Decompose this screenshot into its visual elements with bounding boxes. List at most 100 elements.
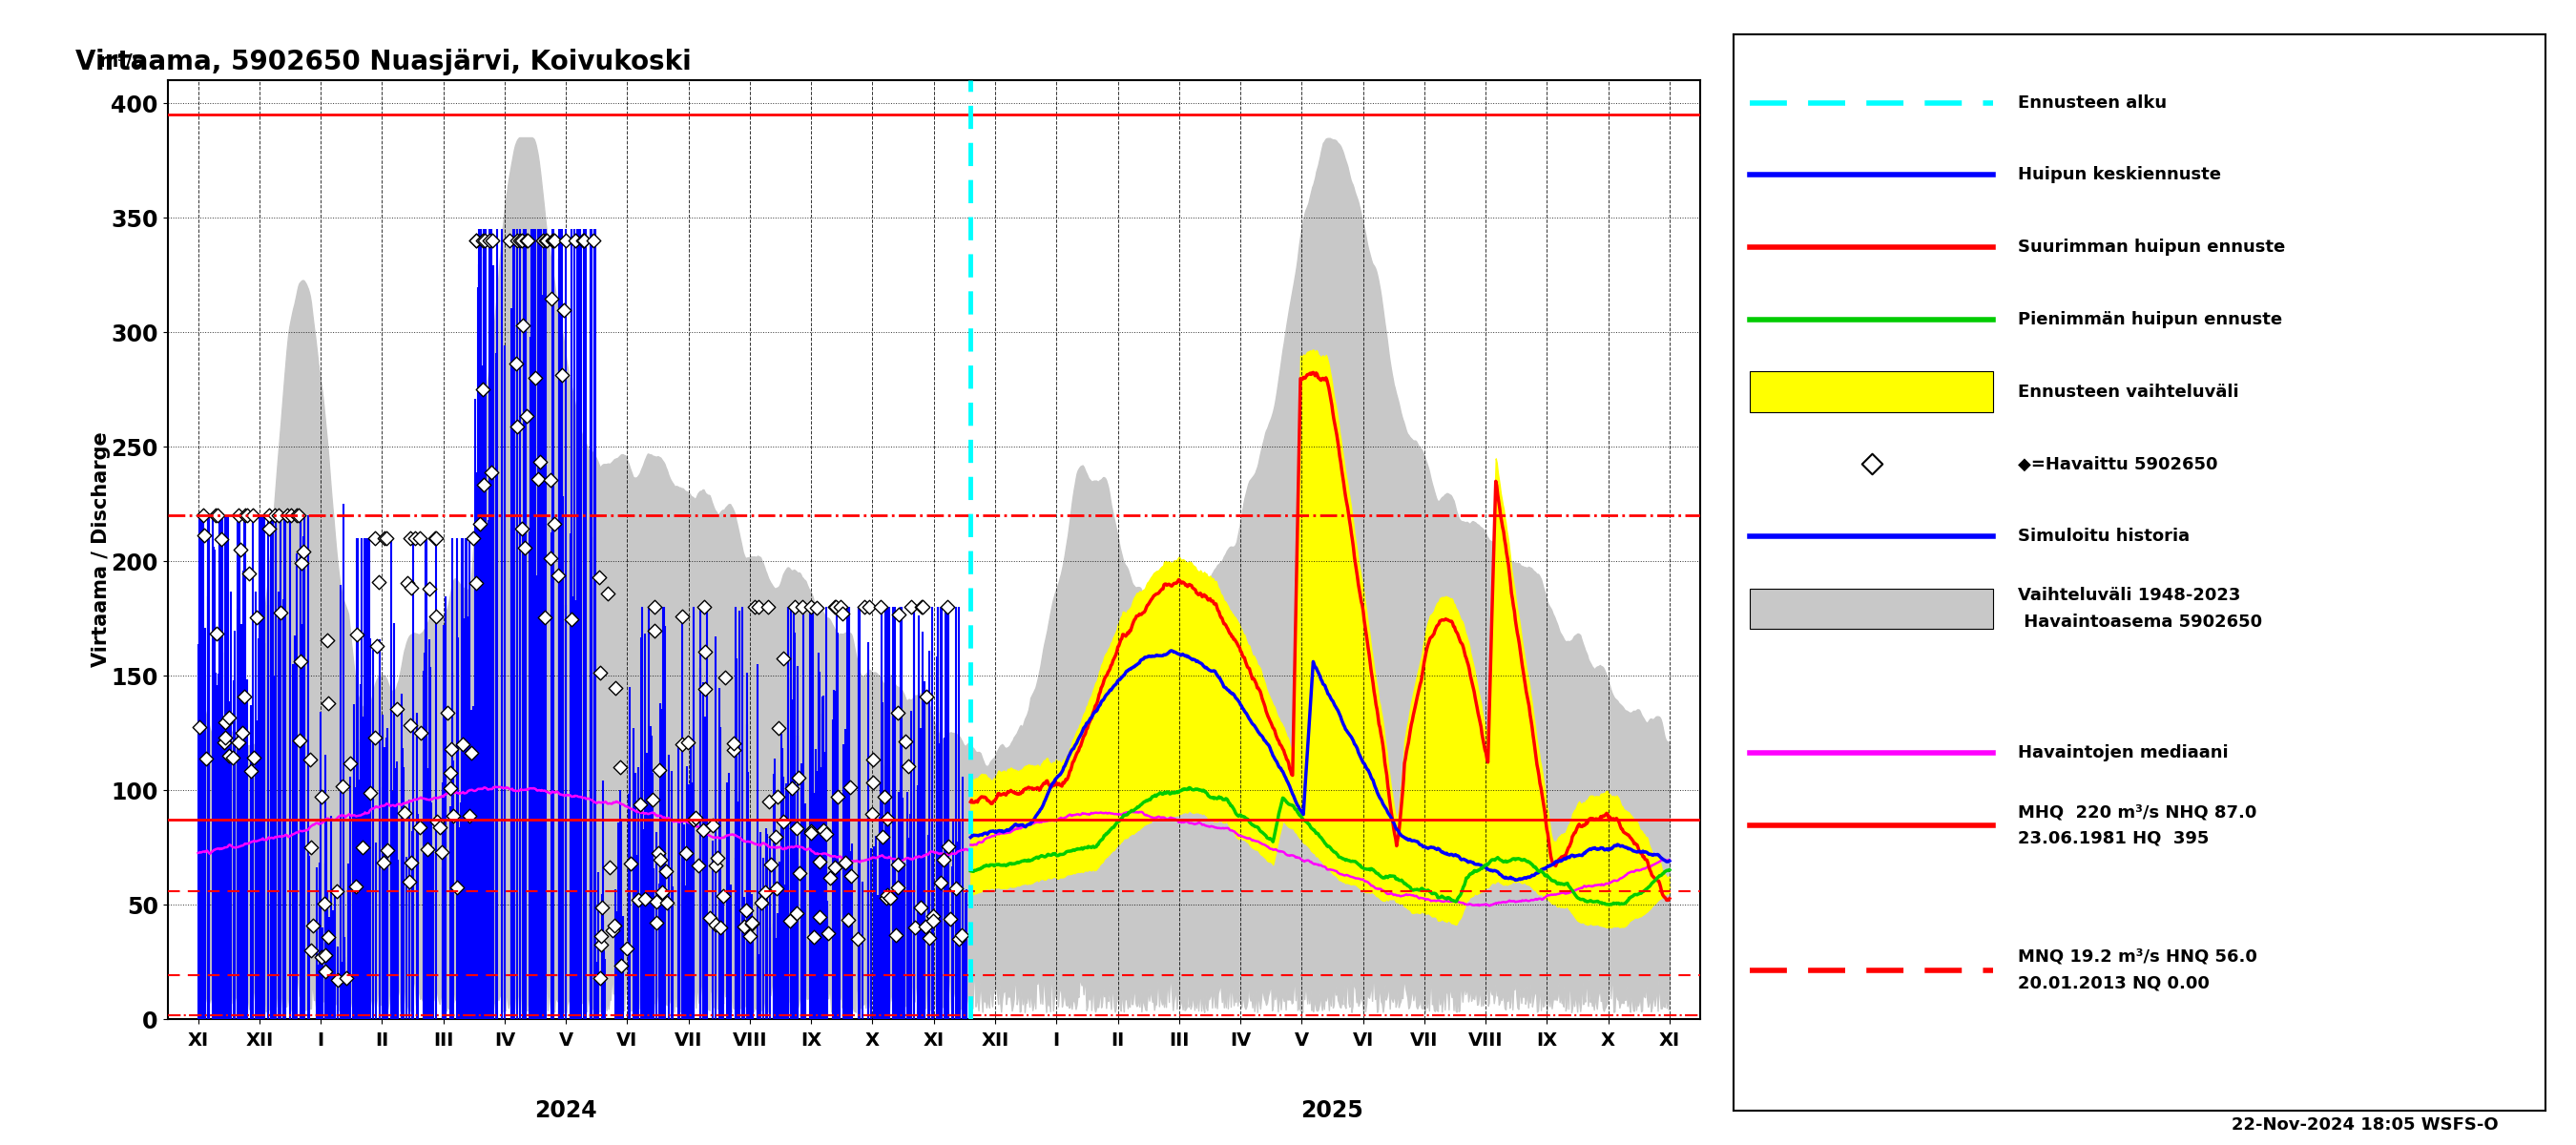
Point	[935, 879, 976, 898]
Point	[696, 916, 737, 934]
Point	[641, 884, 683, 902]
Point	[726, 901, 768, 919]
Point	[899, 899, 940, 917]
Point	[747, 598, 788, 616]
Point	[781, 598, 822, 616]
Point	[526, 608, 567, 626]
Point	[389, 529, 430, 547]
Point	[639, 760, 680, 779]
Point	[417, 812, 459, 830]
Text: Virtaama, 5902650 Nuasjärvi, Koivukoski: Virtaama, 5902650 Nuasjärvi, Koivukoski	[75, 48, 690, 76]
Point	[747, 792, 788, 811]
Point	[196, 506, 237, 524]
Point	[531, 231, 572, 250]
Text: 20.01.2013 NQ 0.00: 20.01.2013 NQ 0.00	[2017, 974, 2210, 992]
Point	[544, 301, 585, 319]
Point	[531, 472, 572, 490]
Point	[703, 887, 744, 906]
Point	[541, 365, 582, 384]
Point	[366, 529, 407, 547]
Point	[355, 637, 397, 655]
Point	[430, 740, 471, 758]
Point	[876, 704, 917, 722]
Point	[853, 773, 894, 791]
Point	[744, 883, 786, 901]
Point	[330, 755, 371, 773]
Point	[307, 927, 348, 946]
Text: 2025: 2025	[1301, 1099, 1363, 1122]
Point	[884, 733, 925, 751]
Point	[551, 610, 592, 629]
Point	[505, 231, 546, 250]
Point	[580, 970, 621, 988]
Y-axis label: Virtaama / Discharge: Virtaama / Discharge	[93, 432, 111, 668]
Point	[350, 784, 392, 803]
Point	[291, 941, 332, 960]
Point	[456, 574, 497, 592]
Point	[662, 735, 703, 753]
Point	[876, 855, 917, 874]
Point	[430, 780, 471, 798]
Point	[502, 231, 544, 250]
Point	[224, 506, 265, 524]
Point	[634, 598, 675, 616]
Point	[544, 231, 585, 250]
Point	[902, 598, 943, 616]
Point	[399, 529, 440, 547]
Point	[394, 529, 435, 547]
Point	[894, 918, 935, 937]
Point	[814, 598, 855, 616]
Point	[587, 584, 629, 602]
Point	[639, 844, 680, 862]
Point	[219, 540, 260, 559]
Point	[791, 822, 832, 840]
Point	[595, 916, 636, 934]
Point	[520, 452, 562, 471]
Point	[850, 805, 891, 823]
Point	[580, 568, 621, 586]
Point	[366, 842, 407, 860]
Point	[927, 598, 969, 616]
Point	[564, 231, 605, 250]
Point	[714, 741, 755, 759]
Point	[355, 728, 397, 747]
Point	[291, 838, 332, 856]
Text: m³/s: m³/s	[98, 53, 144, 71]
Point	[636, 893, 677, 911]
Point	[438, 878, 479, 897]
Point	[600, 758, 641, 776]
Point	[389, 872, 430, 891]
Point	[232, 761, 273, 780]
Point	[433, 806, 474, 824]
Point	[853, 750, 894, 768]
Point	[322, 777, 363, 796]
Point	[459, 515, 500, 534]
Point	[791, 824, 832, 843]
Point	[850, 598, 891, 616]
Point	[829, 867, 871, 885]
Text: 23.06.1981 HQ  395: 23.06.1981 HQ 395	[2017, 830, 2208, 847]
Point	[515, 369, 556, 387]
Point	[930, 909, 971, 927]
Point	[819, 598, 860, 616]
Point	[878, 606, 920, 624]
Point	[386, 574, 428, 592]
Point	[775, 819, 817, 837]
Point	[278, 506, 319, 524]
Point	[281, 652, 322, 670]
Point	[791, 598, 832, 616]
Point	[742, 893, 783, 911]
Point	[866, 889, 907, 907]
Text: Ennusteen alku: Ennusteen alku	[2017, 94, 2166, 111]
Point	[696, 848, 737, 867]
Point	[304, 894, 345, 913]
Point	[920, 874, 961, 892]
Point	[443, 735, 484, 753]
Point	[497, 231, 538, 250]
Point	[817, 787, 858, 805]
Point	[605, 940, 647, 958]
Point	[750, 855, 791, 874]
Point	[762, 649, 804, 668]
Point	[768, 911, 809, 930]
Point	[489, 231, 531, 250]
